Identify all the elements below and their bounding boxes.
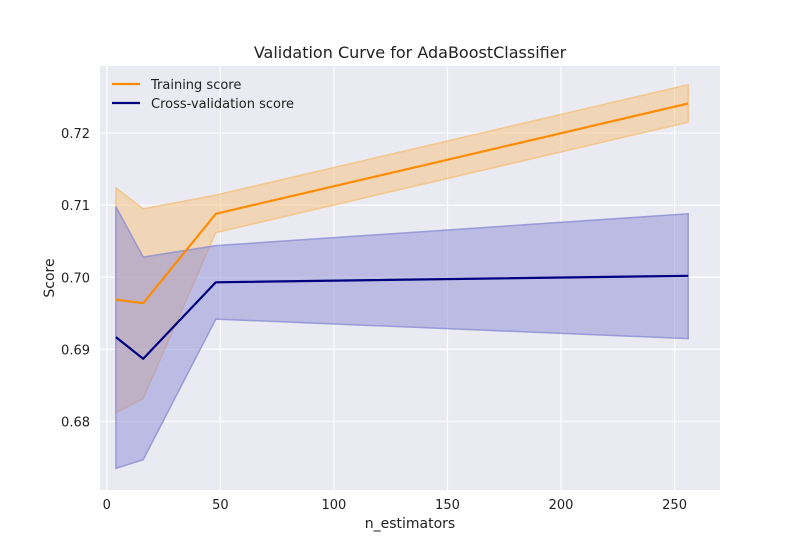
y-tick-label: 0.71 [61,199,90,214]
x-tick-label: 100 [322,498,347,513]
x-tick-label: 250 [662,498,687,513]
series-line-0 [115,102,689,305]
x-axis-label: n_estimators [365,516,455,532]
legend: Training score Cross-validation score [112,78,294,112]
tick-labels: 0 50 100 150 200 250 0.68 0.69 0.70 0.71 0.72 [61,127,687,513]
series-line-1 [115,274,689,360]
y-axis-label: Score [42,258,58,297]
y-tick-label: 0.68 [61,415,90,430]
series-lines [115,102,689,360]
y-tick-label: 0.72 [61,127,90,142]
legend-label-cross-validation: Cross-validation score [151,97,294,112]
legend-label-training: Training score [150,78,241,93]
y-tick-label: 0.69 [61,343,90,358]
y-tick-label: 0.70 [61,271,90,286]
x-tick-label: 150 [435,498,460,513]
chart-title: Validation Curve for AdaBoostClassifier [254,43,567,62]
confidence-band-1 [115,206,689,470]
x-tick-label: 50 [212,498,229,513]
x-tick-label: 0 [103,498,111,513]
x-tick-label: 200 [549,498,574,513]
